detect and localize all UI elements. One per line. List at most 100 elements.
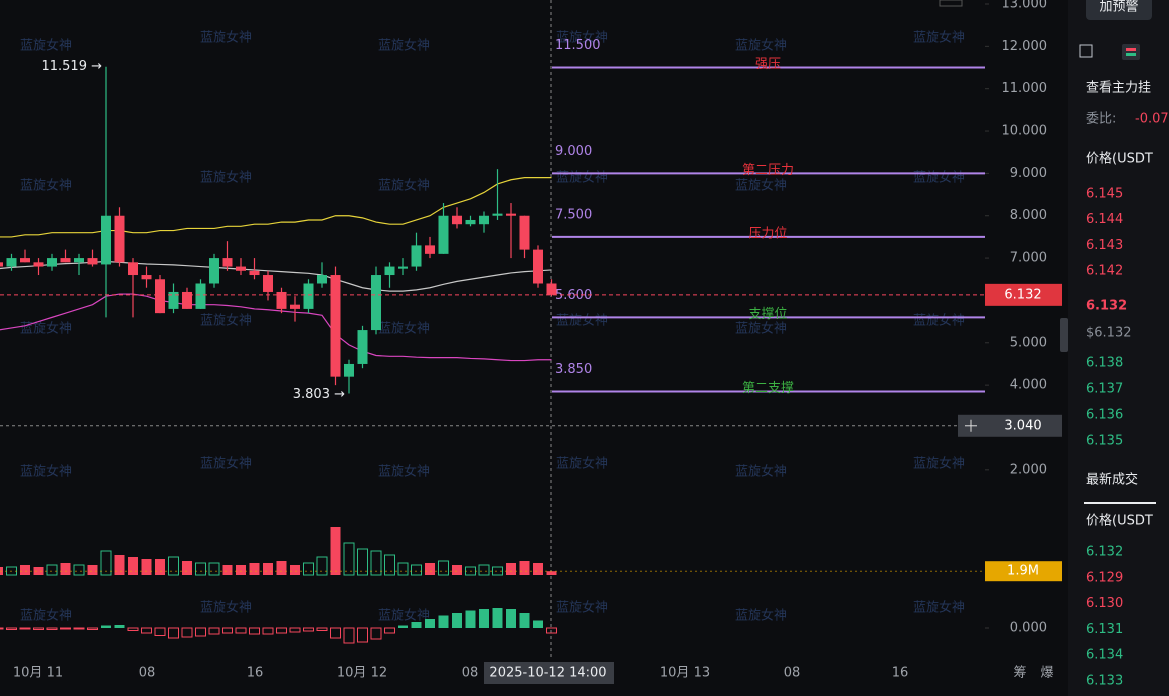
volume-bar xyxy=(330,527,341,575)
macd-bar xyxy=(506,609,516,628)
candle-body xyxy=(114,215,125,263)
x-tick-label: 08 xyxy=(462,666,479,681)
panel-text: 6.138 xyxy=(1086,356,1123,371)
volume-bar xyxy=(182,561,192,575)
macd-bar xyxy=(6,627,17,630)
macd-bar xyxy=(276,627,287,634)
panel-text: 6.142 xyxy=(1086,264,1123,279)
panel-text: 6.131 xyxy=(1086,622,1123,637)
volume-bar xyxy=(425,563,435,575)
candle-body xyxy=(20,258,30,263)
bollinger-lower xyxy=(0,293,552,362)
candle-body xyxy=(465,219,476,225)
volume-bar xyxy=(478,564,490,576)
candle-body xyxy=(371,275,381,331)
y-tick-label: 8.000 xyxy=(1010,208,1047,223)
candle-body xyxy=(6,258,17,267)
macd-bar xyxy=(222,627,233,634)
scroll-handle[interactable] xyxy=(1060,318,1068,352)
macd-bar xyxy=(465,610,476,628)
macd-bar xyxy=(411,622,422,628)
candle-body xyxy=(101,215,111,265)
volume-bar xyxy=(438,560,449,576)
watermark: 蓝旋女神 xyxy=(378,321,430,337)
macd-bar xyxy=(208,627,220,635)
volume-bar xyxy=(276,561,287,575)
panel-text: 6.137 xyxy=(1086,382,1123,397)
volume-bar xyxy=(370,550,382,576)
level-name: 压力位 xyxy=(748,226,787,241)
macd-bar xyxy=(370,627,382,640)
macd-bar xyxy=(0,627,4,630)
macd-bar xyxy=(438,615,449,628)
panel-text: $6.132 xyxy=(1086,326,1132,341)
candle-body xyxy=(168,291,179,309)
panel-text: 6.130 xyxy=(1086,596,1123,611)
candle-body xyxy=(33,262,44,267)
macd-bar xyxy=(357,627,368,643)
x-tick-label: 08 xyxy=(784,666,801,681)
macd-bar xyxy=(546,627,557,634)
panel-text: 6.133 xyxy=(1086,674,1123,689)
candle-body xyxy=(303,283,314,309)
macd-bar xyxy=(289,627,301,633)
panel-text: 6.135 xyxy=(1086,434,1123,449)
alert-button-text[interactable]: 加预警 xyxy=(1099,0,1138,15)
volume-bar xyxy=(100,550,112,576)
crosshair-label: 3.040 xyxy=(1004,418,1041,433)
candle-body xyxy=(519,215,530,250)
tab-underline xyxy=(1084,502,1156,504)
watermark: 蓝旋女神 xyxy=(20,608,72,624)
panel-text: 委比: xyxy=(1086,112,1116,127)
alert-button[interactable] xyxy=(1086,0,1152,20)
level-value: 3.850 xyxy=(555,362,592,377)
x-tick-label: 16 xyxy=(247,666,264,681)
macd-bar xyxy=(343,627,355,644)
volume-bar xyxy=(519,561,530,575)
panel-text: 6.143 xyxy=(1086,238,1123,253)
macd-bar xyxy=(141,627,152,634)
x-tick-label: 10月 11 xyxy=(13,666,63,681)
macd-bar xyxy=(398,625,408,628)
watermark: 蓝旋女神 xyxy=(378,178,430,194)
volume-bar xyxy=(222,565,233,575)
watermark: 蓝旋女神 xyxy=(200,600,252,616)
icon[interactable] xyxy=(1079,44,1093,58)
watermark: 蓝旋女神 xyxy=(735,608,787,624)
candle-body xyxy=(276,291,287,309)
macd-bar xyxy=(195,627,206,637)
candle-body xyxy=(236,266,246,271)
candle-body xyxy=(222,258,233,267)
x-tick-label: 筹 xyxy=(1013,665,1026,681)
watermark: 蓝旋女神 xyxy=(556,170,608,186)
level-value: 5.600 xyxy=(555,288,592,303)
y-tick-label: 4.000 xyxy=(1010,378,1047,393)
panel-text: 6.145 xyxy=(1086,187,1123,202)
panel-text: 6.144 xyxy=(1086,212,1123,227)
y-tick-label: 12.000 xyxy=(1002,39,1048,54)
volume-bar xyxy=(73,564,85,576)
watermark: 蓝旋女神 xyxy=(913,600,965,616)
panel-text: 6.129 xyxy=(1086,570,1123,585)
volume-bar xyxy=(155,559,165,575)
watermark: 蓝旋女神 xyxy=(200,313,252,329)
watermark: 蓝旋女神 xyxy=(913,456,965,472)
macd-bar xyxy=(73,627,85,630)
level-name: 第二支撑 xyxy=(742,381,794,396)
panel-text: 6.132 xyxy=(1086,545,1123,560)
candle-body xyxy=(195,283,206,309)
volume-bar xyxy=(168,556,179,576)
macd-bar xyxy=(235,627,247,634)
panel-text: 最新成交 xyxy=(1086,472,1138,488)
icon[interactable] xyxy=(1122,44,1140,60)
volume-bar xyxy=(546,571,557,575)
icon[interactable] xyxy=(939,0,963,7)
panel-text: 价格(USDT xyxy=(1086,151,1153,167)
macd-bar xyxy=(101,625,111,628)
watermark: 蓝旋女神 xyxy=(200,170,252,186)
macd-bar xyxy=(168,627,179,639)
volume-bar xyxy=(60,563,71,575)
candle-body xyxy=(506,213,516,216)
last-price-tag xyxy=(985,283,1062,306)
